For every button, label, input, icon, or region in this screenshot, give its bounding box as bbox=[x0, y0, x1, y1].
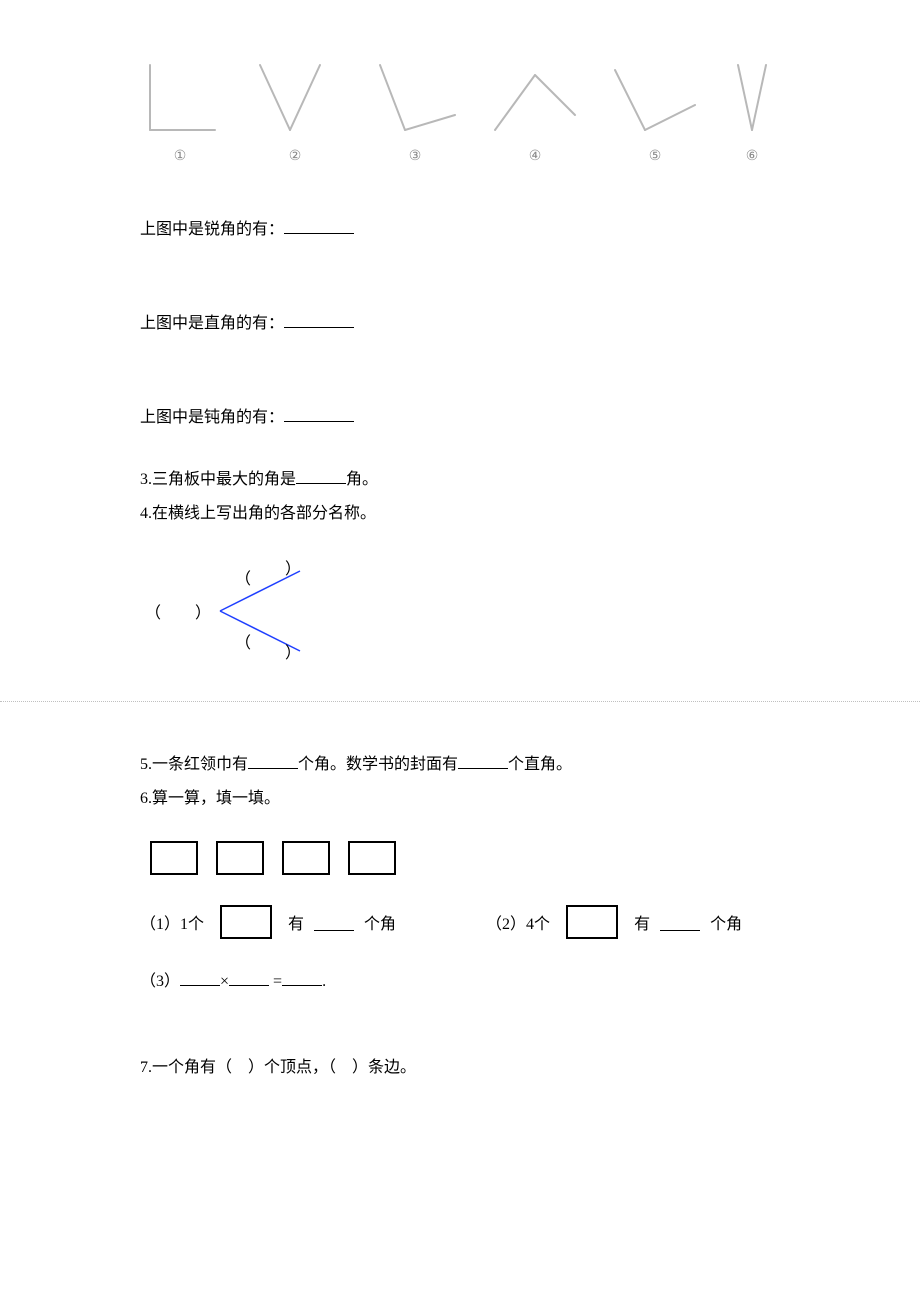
obtuse-angle-question: 上图中是钝角的有： bbox=[140, 403, 780, 427]
q7-suffix: ）条边。 bbox=[352, 1059, 416, 1076]
right-blank[interactable] bbox=[284, 311, 354, 328]
q5-suffix: 个直角。 bbox=[508, 756, 572, 773]
angle-label-5: ⑤ bbox=[610, 148, 700, 165]
worksheet-page: ① ② ③ ④ ⑤ ⑥ 上图中是锐角的有： 上图中是直角的有： 上图中是钝角的有： 3.三… bbox=[0, 0, 920, 1149]
acute-label: 上图中是锐角的有： bbox=[140, 221, 284, 238]
q6-sub3-prefix: （3） bbox=[140, 973, 180, 990]
angles-diagram-row: ① ② ③ ④ ⑤ ⑥ bbox=[140, 60, 780, 165]
angle-svg-1 bbox=[140, 60, 220, 140]
q6-sub2: （2）4个 有 个角 bbox=[486, 905, 742, 939]
angle-label-2: ② bbox=[250, 148, 340, 165]
q6-boxes-row bbox=[150, 841, 780, 875]
svg-text:（: （ bbox=[235, 634, 251, 652]
q6-sub2-mid: 有 bbox=[634, 910, 650, 934]
q3-prefix: 3.三角板中最大的角是 bbox=[140, 471, 296, 488]
obtuse-label: 上图中是钝角的有： bbox=[140, 409, 284, 426]
angle-item-6: ⑥ bbox=[730, 60, 774, 165]
q6-sub3-eq: = bbox=[273, 973, 282, 990]
box-3 bbox=[282, 841, 330, 875]
q3-blank[interactable] bbox=[296, 467, 346, 484]
q6-sub1-prefix: （1）1个 bbox=[140, 910, 204, 934]
svg-text:（: （ bbox=[145, 604, 161, 622]
q6-sub3-blank2[interactable] bbox=[229, 969, 269, 986]
q6-sub1-box bbox=[220, 905, 272, 939]
q5-line: 5.一条红领巾有 个角。数学书的封面有 个直角。 bbox=[140, 752, 780, 778]
angle-item-5: ⑤ bbox=[610, 60, 700, 165]
q4-title: 4.在横线上写出角的各部分名称。 bbox=[140, 501, 780, 527]
svg-text:）: ） bbox=[285, 560, 301, 578]
angle-item-4: ④ bbox=[490, 60, 580, 165]
angle-parts-svg: （ ） （ ） （ ） bbox=[140, 556, 340, 666]
angle-label-1: ① bbox=[140, 148, 220, 165]
q6-subrow: （1）1个 有 个角 （2）4个 有 个角 bbox=[140, 905, 780, 939]
q6-sub1-mid: 有 bbox=[288, 910, 304, 934]
box-4 bbox=[348, 841, 396, 875]
angle-label-4: ④ bbox=[490, 148, 580, 165]
svg-text:）: ） bbox=[195, 604, 211, 622]
right-label: 上图中是直角的有： bbox=[140, 315, 284, 332]
angle-svg-3 bbox=[370, 60, 460, 140]
q6-sub3: （3） × =. bbox=[140, 969, 780, 995]
q6-sub3-end: . bbox=[322, 973, 326, 990]
angle-label-6: ⑥ bbox=[730, 148, 774, 165]
q5-mid: 个角。数学书的封面有 bbox=[298, 756, 458, 773]
svg-text:）: ） bbox=[285, 644, 301, 662]
q6-sub2-blank[interactable] bbox=[660, 914, 700, 931]
q6-sub2-prefix: （2）4个 bbox=[486, 910, 550, 934]
q6-sub3-blank3[interactable] bbox=[282, 969, 322, 986]
svg-text:（: （ bbox=[235, 570, 251, 588]
angle-svg-6 bbox=[730, 60, 774, 140]
angle-item-1: ① bbox=[140, 60, 220, 165]
q5-blank2[interactable] bbox=[458, 752, 508, 769]
angle-label-3: ③ bbox=[370, 148, 460, 165]
q3-suffix: 角。 bbox=[346, 471, 378, 488]
box-1 bbox=[150, 841, 198, 875]
right-angle-question: 上图中是直角的有： bbox=[140, 309, 780, 333]
q5-prefix: 5.一条红领巾有 bbox=[140, 756, 248, 773]
q6-sub3-mult: × bbox=[220, 973, 229, 990]
q6-sub2-box bbox=[566, 905, 618, 939]
q7-mid: ）个顶点，（ bbox=[248, 1059, 336, 1076]
q7-line: 7.一个角有（ ）个顶点，（ ）条边。 bbox=[140, 1055, 780, 1081]
q4-angle-diagram: （ ） （ ） （ ） bbox=[140, 556, 780, 671]
q5-blank1[interactable] bbox=[248, 752, 298, 769]
q6-sub3-blank1[interactable] bbox=[180, 969, 220, 986]
page-divider bbox=[0, 701, 920, 702]
acute-blank[interactable] bbox=[284, 217, 354, 234]
angle-svg-5 bbox=[610, 60, 700, 140]
q6-sub1-blank[interactable] bbox=[314, 914, 354, 931]
q6-sub2-suffix: 个角 bbox=[710, 910, 742, 934]
angle-svg-2 bbox=[250, 60, 340, 140]
angle-item-3: ③ bbox=[370, 60, 460, 165]
q6-sub1-suffix: 个角 bbox=[364, 910, 396, 934]
acute-angle-question: 上图中是锐角的有： bbox=[140, 215, 780, 239]
q6-sub1: （1）1个 有 个角 bbox=[140, 905, 396, 939]
box-2 bbox=[216, 841, 264, 875]
obtuse-blank[interactable] bbox=[284, 405, 354, 422]
q6-title: 6.算一算，填一填。 bbox=[140, 786, 780, 812]
q3-line: 3.三角板中最大的角是 角。 bbox=[140, 467, 780, 493]
angle-svg-4 bbox=[490, 60, 580, 140]
q7-prefix: 7.一个角有（ bbox=[140, 1059, 232, 1076]
angle-item-2: ② bbox=[250, 60, 340, 165]
